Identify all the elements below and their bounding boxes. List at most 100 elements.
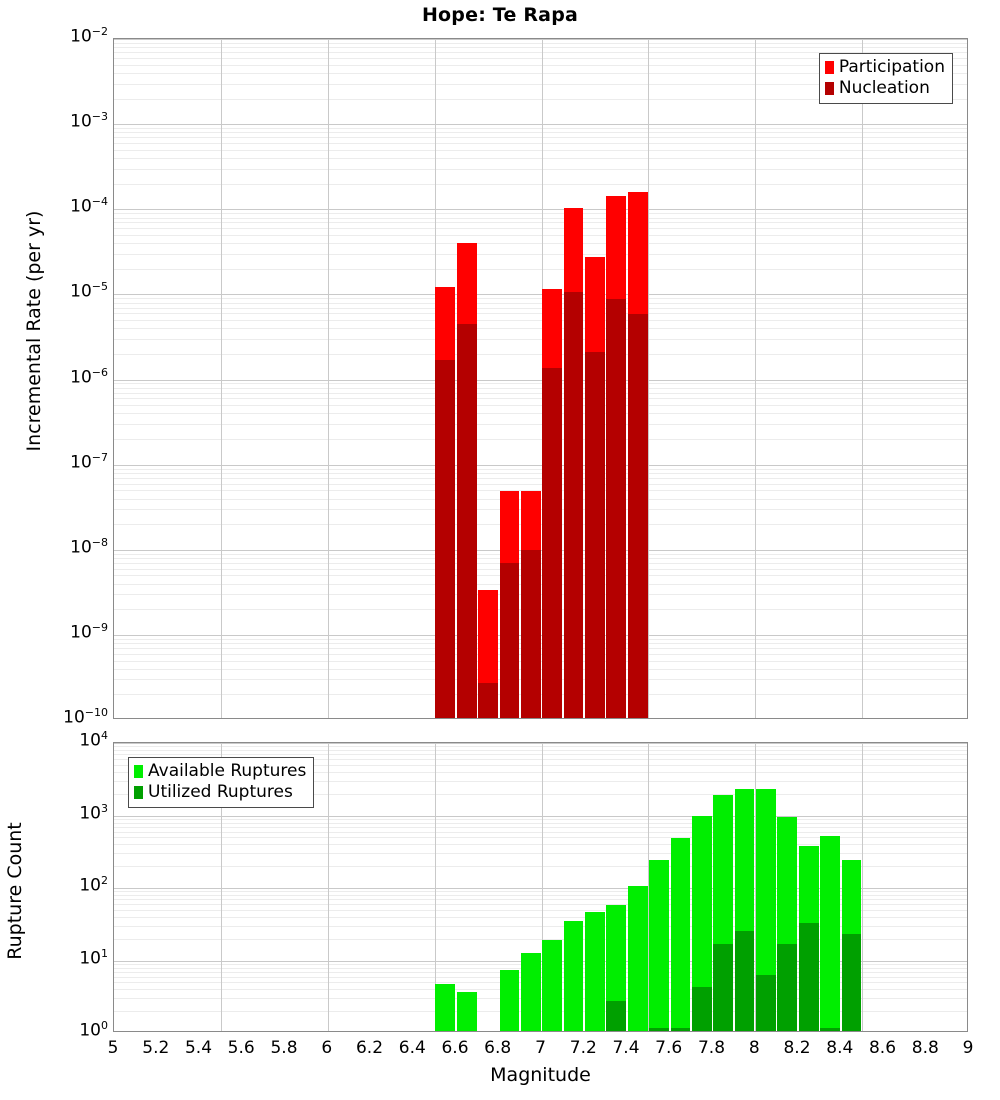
bar-group <box>841 743 862 1031</box>
x-tick-label: 8.4 <box>826 1038 854 1058</box>
bar-group <box>542 743 563 1031</box>
bar-group <box>777 743 798 1031</box>
bar-segment-nucleation <box>585 351 605 718</box>
y-tick-label: 102 <box>79 874 108 896</box>
legend-label-available-ruptures: Available Ruptures <box>148 761 307 781</box>
y-tick-label: 10−4 <box>70 195 108 217</box>
y-axis-title-bottom: Rupture Count <box>4 822 26 960</box>
bar-group <box>456 743 477 1031</box>
legend-item-utilized-ruptures[interactable]: Utilized Ruptures <box>134 783 306 802</box>
y-tick-label: 103 <box>79 801 108 824</box>
bars-rupture-count <box>114 743 967 1031</box>
x-tick-label: 6.8 <box>484 1038 512 1058</box>
bar-group <box>456 39 477 718</box>
x-tick-label: 8.6 <box>868 1038 897 1058</box>
bar-segment-utilized-ruptures <box>649 1028 669 1031</box>
bar-segment-utilized-ruptures <box>734 930 755 1031</box>
bar-group <box>542 39 563 718</box>
y-tick-label: 10−3 <box>70 110 108 132</box>
bar-group <box>520 39 541 718</box>
incremental-rate-plot: Participation Nucleation <box>113 38 968 719</box>
bar-segment-available-ruptures <box>649 859 669 1031</box>
x-tick-label: 5.2 <box>142 1038 170 1058</box>
legend-swatch-available-ruptures <box>134 765 143 778</box>
legend-item-participation[interactable]: Participation <box>824 57 945 77</box>
x-tick-label: 5.8 <box>270 1038 298 1058</box>
bar-segment-nucleation <box>499 562 520 718</box>
bar-group <box>713 743 734 1031</box>
bar-segment-utilized-ruptures <box>691 987 712 1031</box>
bar-group <box>585 39 605 718</box>
y-tick-label: 10−6 <box>70 365 108 388</box>
x-tick-label: 7.4 <box>612 1038 640 1058</box>
bar-group <box>756 743 776 1031</box>
bar-segment-available-ruptures <box>499 969 520 1031</box>
bar-segment-nucleation <box>435 360 456 718</box>
bar-segment-utilized-ruptures <box>606 1000 627 1031</box>
bar-segment-utilized-ruptures <box>670 1028 691 1031</box>
bar-group <box>499 39 520 718</box>
bar-group <box>670 743 691 1031</box>
x-tick-label: 7.8 <box>697 1038 726 1058</box>
y-tick-label: 10−9 <box>70 620 108 643</box>
bar-segment-utilized-ruptures <box>713 943 734 1031</box>
y-tick-label: 10−7 <box>70 450 108 473</box>
legend-label-participation: Participation <box>838 57 945 77</box>
bar-group <box>499 743 520 1031</box>
x-tick-label: 6.4 <box>398 1038 426 1058</box>
bar-group <box>435 39 456 718</box>
y-tick-label: 10−8 <box>70 535 108 558</box>
y-tick-label: 100 <box>79 1019 108 1041</box>
bar-group <box>435 743 456 1031</box>
bar-segment-utilized-ruptures <box>841 933 862 1031</box>
rupture-count-plot: Available Ruptures Utilized Ruptures <box>113 742 968 1032</box>
legend-swatch-utilized-ruptures <box>134 786 143 799</box>
bar-segment-nucleation <box>542 367 563 718</box>
bar-segment-available-ruptures <box>456 991 477 1031</box>
page-title: Hope: Te Rapa <box>421 4 579 26</box>
bar-group <box>627 743 648 1031</box>
bar-group <box>820 743 840 1031</box>
bar-group <box>691 743 712 1031</box>
x-tick-label: 5.4 <box>184 1038 213 1058</box>
bar-group <box>649 743 669 1031</box>
bar-segment-utilized-ruptures <box>798 922 819 1031</box>
x-tick-label: 5 <box>107 1038 119 1058</box>
y-tick-label: 104 <box>79 729 108 751</box>
legend-label-nucleation: Nucleation <box>838 78 930 98</box>
x-tick-label: 9 <box>962 1038 974 1058</box>
x-axis-title: Magnitude <box>490 1064 591 1086</box>
bar-segment-available-ruptures <box>585 911 605 1031</box>
legend-swatch-nucleation <box>824 82 834 95</box>
bar-segment-available-ruptures <box>542 940 563 1031</box>
bar-group <box>478 39 498 718</box>
bar-segment-nucleation <box>456 323 477 718</box>
y-axis-ticks-bottom: 104 103 102 101 100 <box>18 0 108 1100</box>
bar-segment-utilized-ruptures <box>820 1028 840 1031</box>
x-tick-label: 8 <box>748 1038 760 1058</box>
legend-item-nucleation[interactable]: Nucleation <box>824 78 945 98</box>
bar-group <box>627 39 648 718</box>
legend-incremental-rate: Participation Nucleation <box>818 53 953 104</box>
bar-segment-available-ruptures <box>627 886 648 1031</box>
bar-segment-nucleation <box>478 682 498 718</box>
bar-group <box>563 39 584 718</box>
bar-segment-available-ruptures <box>435 983 456 1031</box>
bar-segment-nucleation <box>520 549 541 718</box>
bar-segment-utilized-ruptures <box>777 943 798 1031</box>
legend-rupture-count: Available Ruptures Utilized Ruptures <box>128 757 315 808</box>
x-tick-label: 6 <box>321 1038 333 1058</box>
bar-group <box>520 743 541 1031</box>
bar-segment-available-ruptures <box>606 904 627 1031</box>
bar-segment-available-ruptures <box>691 815 712 1031</box>
x-tick-label: 7.6 <box>655 1038 683 1058</box>
y-tick-label: 10−5 <box>70 280 108 303</box>
y-tick-label: 10−10 <box>63 706 108 728</box>
legend-item-available-ruptures[interactable]: Available Ruptures <box>134 762 306 781</box>
x-tick-label: 5.6 <box>227 1038 255 1058</box>
bar-segment-nucleation <box>563 292 584 718</box>
bar-group <box>734 743 755 1031</box>
bar-segment-available-ruptures <box>820 836 840 1031</box>
bar-segment-utilized-ruptures <box>756 974 776 1031</box>
